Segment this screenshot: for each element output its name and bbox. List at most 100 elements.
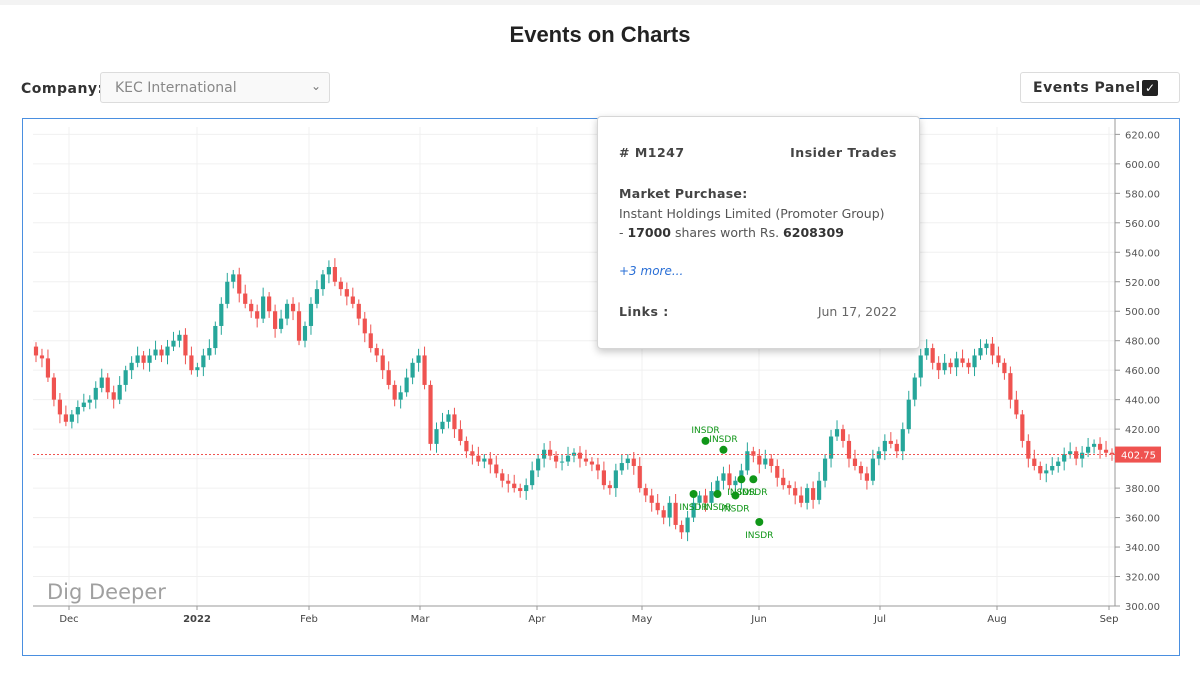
candle-body [954,358,959,368]
candle-body [422,355,427,385]
candle-body [1097,443,1103,450]
candle-body [273,311,278,329]
candle-body [290,303,296,312]
y-tick-label: 440.00 [1125,396,1160,407]
insider-event-label: INSDR [679,503,707,513]
candle-body [906,399,911,430]
candle-body [207,348,212,356]
candle-body [446,414,451,422]
candle-body [267,296,272,312]
event-details-mid: shares worth Rs. [670,225,784,240]
candle-body [649,495,654,503]
candle-body [410,362,415,378]
y-tick-label: 300.00 [1125,602,1160,613]
candle-body [978,348,983,356]
candle-body [655,502,660,511]
candle-body [320,274,326,290]
candle-body [703,495,708,503]
candle-body [781,477,786,486]
candle-body [918,355,923,378]
y-tick-label: 320.00 [1125,573,1160,584]
insider-event-marker [737,475,746,484]
candle-body [769,458,774,466]
candle-body [284,303,290,319]
candle-body [368,333,373,349]
candle-body [213,325,218,349]
candle-body [924,348,929,356]
candle-body [374,348,379,356]
more-events-link[interactable]: +3 more... [619,264,684,278]
event-value: 6208309 [783,225,844,240]
candle-body [846,440,852,459]
candle-body [452,414,457,430]
candle-body [476,455,481,462]
last-price-badge [1115,446,1161,463]
x-tick-label: Dec [59,614,78,625]
candle-body [757,455,762,465]
candle-body [39,355,45,359]
candle-body [811,488,816,500]
insider-event-marker [701,436,710,445]
candle-body [165,346,170,356]
candle-body [990,343,995,356]
x-tick-label: Feb [300,614,318,625]
candle-body [763,458,768,465]
candle-body [464,440,469,452]
candle-body [625,458,630,464]
candle-body [302,325,308,341]
candle-body [589,461,595,465]
candle-body [458,429,463,441]
candle-body [697,495,702,503]
candle-body [834,429,840,437]
candle-body [1014,399,1019,415]
candle-body [888,440,893,444]
candle-body [518,488,523,492]
candle-body [494,464,499,474]
candle-body [153,349,158,356]
candle-body [261,296,266,319]
x-tick-label: Sep [1100,614,1119,625]
candle-body [1002,362,1007,374]
candle-body [542,449,547,459]
events-panel-label: Events Panel [1033,80,1141,96]
insider-event-label: INSDR [745,531,773,541]
candle-body [356,303,361,319]
insider-event-marker [719,445,728,454]
candle-body [1068,451,1073,455]
candle-body [51,377,57,400]
candle-body [75,407,80,415]
chevron-down-icon: ⌄ [310,79,321,93]
candle-body [673,502,678,525]
candle-body [45,358,51,378]
candle-body [745,451,750,471]
company-label: Company: [21,81,104,97]
candle-body [416,355,421,363]
candle-body [715,480,720,492]
candle-body [619,463,624,471]
candle-body [775,465,780,478]
candle-body [727,473,732,486]
candle-body [428,384,433,444]
company-select[interactable]: KEC International ⌄ [100,72,330,103]
candle-body [685,517,690,533]
event-date: Jun 17, 2022 [817,304,897,319]
checkbox-checked-icon[interactable]: ✓ [1142,80,1158,96]
candle-body [255,311,260,319]
candle-body [129,362,134,371]
candle-body [105,377,110,393]
event-type: Insider Trades [790,145,897,160]
candle-body [691,502,696,518]
y-tick-label: 340.00 [1125,543,1160,554]
candle-body [1062,454,1067,462]
candlestick-chart[interactable]: 300.00320.00340.00360.00380.00400.00420.… [23,119,1179,655]
candle-body [338,281,343,290]
candle-body [936,362,941,371]
candle-body [524,485,529,492]
insider-event-marker [731,491,740,500]
candle-body [63,414,68,422]
events-panel-toggle[interactable]: Events Panel ✓ [1020,72,1180,103]
candle-body [93,387,98,400]
candle-body [631,458,636,466]
candle-body [488,458,493,465]
candle-body [1091,443,1097,447]
